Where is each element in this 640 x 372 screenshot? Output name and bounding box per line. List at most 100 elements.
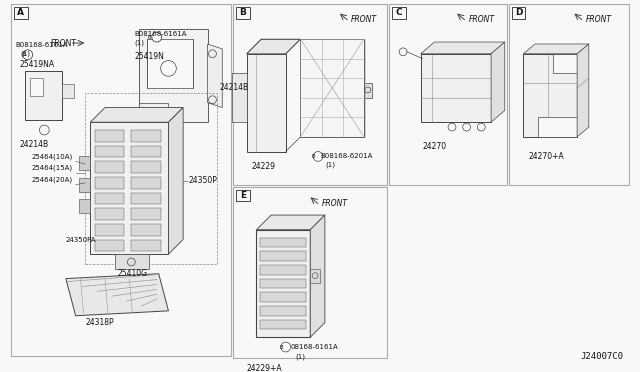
Text: 24350P: 24350P <box>188 176 217 185</box>
Text: B08168-6161A: B08168-6161A <box>134 31 187 37</box>
Polygon shape <box>246 54 286 151</box>
Text: FRONT: FRONT <box>586 15 612 24</box>
Text: 24229+A: 24229+A <box>246 364 282 372</box>
Text: J24007C0: J24007C0 <box>580 352 623 361</box>
Bar <box>509 4 629 185</box>
Circle shape <box>281 342 291 352</box>
Polygon shape <box>66 274 168 316</box>
Polygon shape <box>420 54 491 122</box>
Text: FRONT: FRONT <box>351 15 378 24</box>
Polygon shape <box>538 117 577 137</box>
Bar <box>29 78 44 96</box>
Text: B08168-6161A: B08168-6161A <box>15 42 67 48</box>
Bar <box>11 4 231 356</box>
Polygon shape <box>131 193 161 204</box>
Polygon shape <box>491 42 505 122</box>
Polygon shape <box>310 215 325 337</box>
Polygon shape <box>62 84 74 98</box>
Polygon shape <box>131 240 161 251</box>
Polygon shape <box>139 103 168 122</box>
Circle shape <box>313 151 323 161</box>
Polygon shape <box>115 254 149 269</box>
Text: D: D <box>515 8 522 17</box>
Text: 24229: 24229 <box>252 162 276 171</box>
Polygon shape <box>95 161 125 173</box>
Text: B08168-6201A: B08168-6201A <box>320 153 372 160</box>
Polygon shape <box>260 279 307 288</box>
Text: 24270+A: 24270+A <box>528 152 564 161</box>
Bar <box>236 190 250 201</box>
Polygon shape <box>131 130 161 142</box>
Polygon shape <box>95 240 125 251</box>
Polygon shape <box>95 224 125 235</box>
Text: A: A <box>17 8 24 17</box>
Circle shape <box>23 50 33 60</box>
Polygon shape <box>246 39 300 54</box>
Polygon shape <box>131 208 161 220</box>
Polygon shape <box>524 54 577 137</box>
Polygon shape <box>310 269 320 283</box>
Text: B: B <box>311 154 315 159</box>
Bar <box>392 7 406 19</box>
Polygon shape <box>131 146 161 157</box>
Bar <box>14 7 28 19</box>
Polygon shape <box>232 73 246 122</box>
Polygon shape <box>168 108 183 254</box>
Text: 24350PA: 24350PA <box>66 237 97 243</box>
Bar <box>85 93 218 264</box>
Polygon shape <box>524 44 589 54</box>
Text: FRONT: FRONT <box>468 15 495 24</box>
Polygon shape <box>79 199 90 213</box>
Polygon shape <box>577 44 589 137</box>
Text: 25419NA: 25419NA <box>20 60 55 69</box>
Polygon shape <box>131 224 161 235</box>
Text: 25464(15A): 25464(15A) <box>31 165 73 171</box>
Text: FRONT: FRONT <box>50 39 76 48</box>
Text: (1): (1) <box>325 162 335 169</box>
Text: 24214B: 24214B <box>20 140 49 149</box>
Polygon shape <box>95 146 125 157</box>
Polygon shape <box>139 29 207 122</box>
Polygon shape <box>257 215 325 230</box>
Bar <box>233 4 387 185</box>
Text: 25464(20A): 25464(20A) <box>31 177 73 183</box>
Text: (1): (1) <box>134 40 144 46</box>
Text: 08168-6161A: 08168-6161A <box>291 344 339 350</box>
Polygon shape <box>147 39 193 88</box>
Polygon shape <box>364 83 372 98</box>
Polygon shape <box>25 71 62 120</box>
Circle shape <box>152 32 162 42</box>
Text: 24270: 24270 <box>422 142 447 151</box>
Polygon shape <box>207 44 222 108</box>
Text: B: B <box>239 8 246 17</box>
Polygon shape <box>300 39 364 137</box>
Polygon shape <box>260 306 307 316</box>
Polygon shape <box>257 230 310 337</box>
Text: 24214B: 24214B <box>220 83 248 93</box>
Polygon shape <box>260 265 307 275</box>
Polygon shape <box>90 108 183 122</box>
Polygon shape <box>95 208 125 220</box>
Polygon shape <box>553 54 577 73</box>
Polygon shape <box>260 292 307 302</box>
Text: B: B <box>23 52 27 57</box>
Polygon shape <box>131 177 161 189</box>
Polygon shape <box>90 122 168 254</box>
Polygon shape <box>79 178 90 192</box>
Polygon shape <box>95 193 125 204</box>
Text: (1): (1) <box>20 51 30 57</box>
Text: 25419N: 25419N <box>134 52 164 61</box>
Text: 25410G: 25410G <box>118 269 148 278</box>
Polygon shape <box>131 161 161 173</box>
Bar <box>236 7 250 19</box>
Text: B: B <box>147 35 151 40</box>
Text: 25464(10A): 25464(10A) <box>31 153 73 160</box>
Polygon shape <box>260 251 307 261</box>
Text: B: B <box>279 344 283 350</box>
Polygon shape <box>420 42 505 54</box>
Polygon shape <box>79 156 90 170</box>
Polygon shape <box>95 177 125 189</box>
Polygon shape <box>260 238 307 247</box>
Text: E: E <box>240 191 246 200</box>
Bar <box>389 4 507 185</box>
